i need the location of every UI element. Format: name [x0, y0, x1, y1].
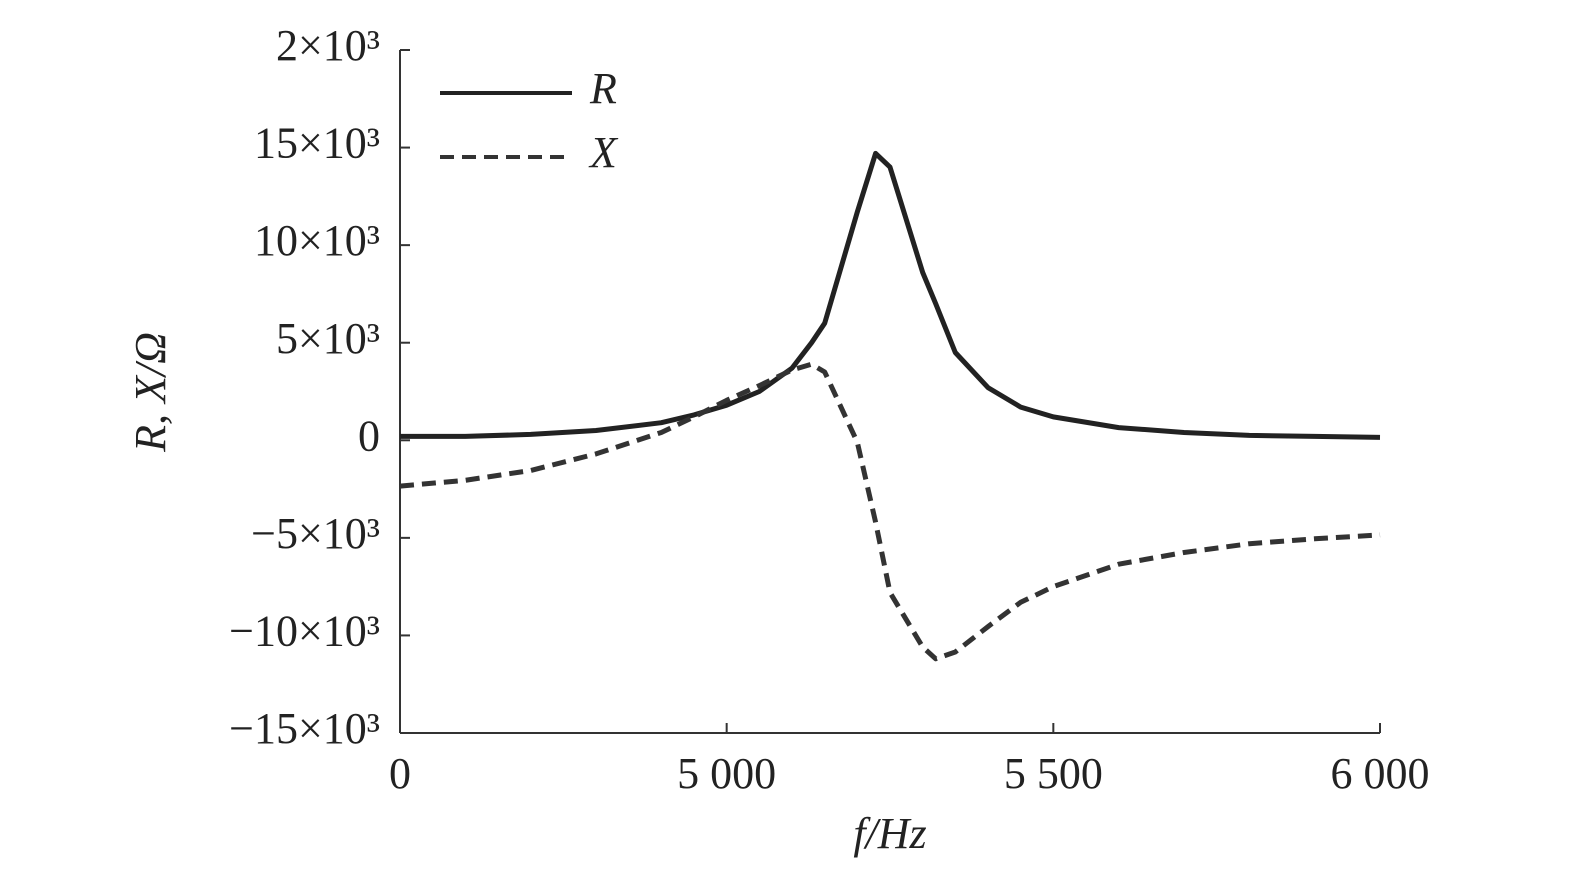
y-axis-label: R, X/Ω [126, 332, 175, 453]
y-tick-label: 2×10³ [276, 21, 380, 70]
x-tick-label: 5 500 [1004, 749, 1103, 798]
y-tick-label: −15×10³ [229, 704, 380, 753]
series-line [399, 361, 1381, 662]
legend-label: X [588, 128, 619, 177]
x-tick-label: 5 000 [677, 749, 776, 798]
legend-label: R [589, 64, 617, 113]
y-tick-label: −10×10³ [229, 607, 380, 656]
y-tick-label: 10×10³ [254, 216, 380, 265]
y-tick-label: 0 [358, 411, 380, 460]
x-tick-label: 6 000 [1331, 749, 1430, 798]
y-tick-label: 15×10³ [254, 119, 380, 168]
y-tick-label: −5×10³ [251, 509, 380, 558]
x-tick-label: 0 [389, 749, 411, 798]
y-tick-label: 5×10³ [276, 314, 380, 363]
x-axis-label: f/Hz [853, 809, 926, 858]
series-line [400, 150, 1381, 440]
